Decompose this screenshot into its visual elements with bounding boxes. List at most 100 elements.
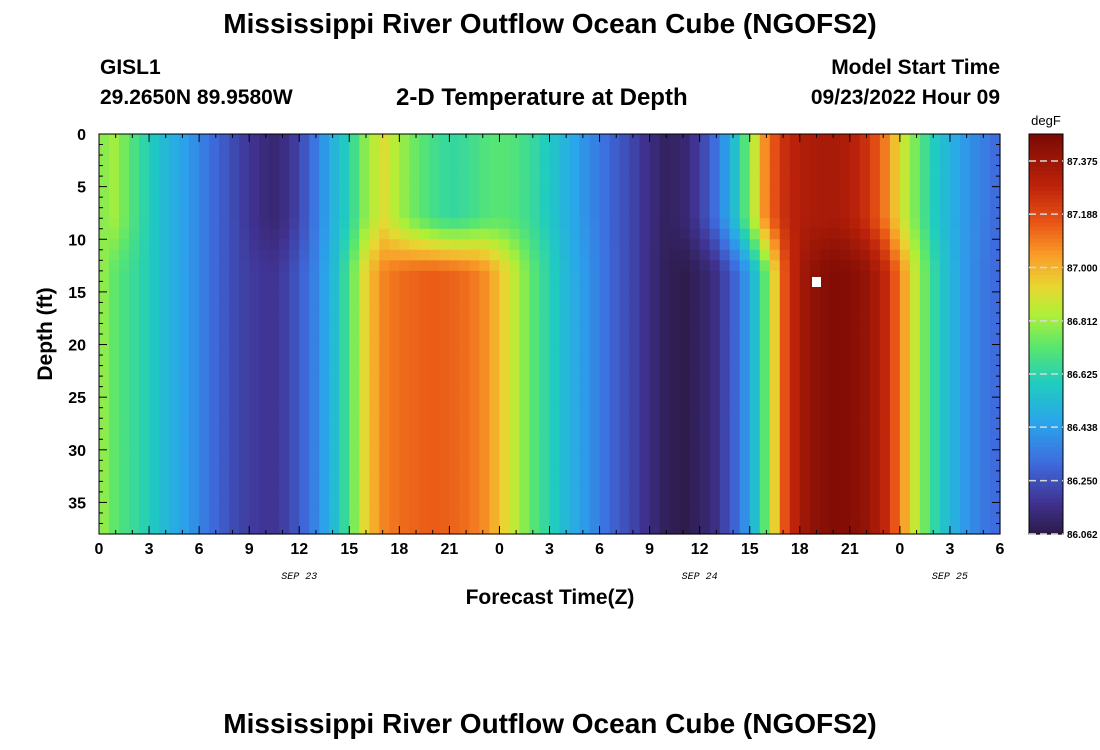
heatmap-cell (899, 165, 911, 177)
heatmap-cell (189, 470, 200, 482)
heatmap-cell (669, 228, 681, 240)
heatmap-cell (139, 491, 150, 504)
heatmap-cell (669, 134, 681, 146)
heatmap-cell (959, 460, 971, 472)
heatmap-cell (139, 176, 150, 188)
heatmap-cell (149, 418, 160, 430)
heatmap-cell (689, 270, 701, 282)
heatmap-cell (419, 302, 430, 314)
heatmap-cell (829, 407, 841, 419)
heatmap-cell (159, 176, 170, 188)
heatmap-cell (379, 407, 390, 419)
heatmap-cell (199, 239, 210, 251)
heatmap-cell (249, 155, 260, 167)
heatmap-cell (459, 449, 471, 461)
heatmap-cell (309, 386, 320, 398)
heatmap-cell (629, 270, 641, 282)
heatmap-cell (649, 523, 661, 535)
heatmap-cell (169, 376, 180, 388)
heatmap-cell (129, 207, 140, 219)
heatmap-cell (449, 449, 460, 461)
heatmap-cell (379, 176, 390, 188)
colorbar-segment (1029, 482, 1063, 487)
heatmap-cell (689, 207, 701, 219)
heatmap-cell (299, 197, 310, 209)
heatmap-cell (659, 460, 671, 472)
heatmap-cell (989, 312, 1001, 325)
heatmap-cell (409, 386, 420, 398)
heatmap-cell (849, 481, 861, 493)
heatmap-cell (549, 407, 561, 419)
heatmap-cell (789, 260, 801, 272)
heatmap-cell (369, 470, 380, 482)
heatmap-cell (319, 460, 330, 472)
heatmap-cell (949, 365, 961, 377)
heatmap-cell (409, 218, 420, 230)
colorbar-tick-label: 87.188 (1067, 210, 1098, 221)
heatmap-cell (299, 312, 310, 325)
heatmap-cell (139, 207, 150, 219)
heatmap-cell (579, 523, 591, 535)
heatmap-cell (979, 270, 991, 282)
heatmap-cell (349, 397, 360, 409)
heatmap-cell (319, 197, 330, 209)
heatmap-cell (869, 144, 881, 156)
heatmap-cell (559, 312, 571, 325)
heatmap-cell (839, 334, 851, 346)
heatmap-cell (409, 418, 420, 430)
heatmap-cell (739, 376, 751, 388)
heatmap-cell (169, 491, 180, 504)
heatmap-cell (689, 144, 701, 156)
heatmap-cell (569, 491, 581, 504)
heatmap-cell (239, 218, 250, 230)
x-tick-label: 0 (895, 541, 904, 558)
heatmap-cell (309, 260, 320, 272)
heatmap-cell (749, 197, 761, 209)
heatmap-cell (899, 376, 911, 388)
heatmap-cell (439, 134, 450, 146)
heatmap-cell (499, 186, 511, 198)
heatmap-cell (819, 386, 831, 398)
heatmap-cell (679, 260, 691, 272)
heatmap-cell (679, 439, 691, 451)
heatmap-cell (99, 344, 110, 356)
heatmap-cell (429, 312, 440, 325)
heatmap-cell (879, 176, 891, 188)
heatmap-cell (129, 334, 140, 346)
heatmap-cell (619, 302, 631, 314)
heatmap-cell (609, 228, 621, 240)
heatmap-cell (629, 323, 641, 335)
heatmap-cell (349, 502, 360, 514)
heatmap-cell (359, 228, 370, 240)
heatmap-cell (279, 355, 290, 367)
heatmap-cell (619, 449, 631, 461)
heatmap-cell (739, 323, 751, 335)
heatmap-cell (879, 218, 891, 230)
heatmap-cell (629, 386, 641, 398)
heatmap-cell (269, 449, 280, 461)
colorbar-segment (1029, 418, 1063, 423)
heatmap-cell (629, 155, 641, 167)
heatmap-cell (539, 144, 551, 156)
heatmap-cell (679, 134, 691, 146)
heatmap-cell (519, 239, 531, 251)
colorbar-segment (1029, 206, 1063, 211)
heatmap-cell (249, 344, 260, 356)
heatmap-cell (129, 302, 140, 314)
heatmap-cell (549, 281, 561, 293)
heatmap-cell (709, 176, 721, 188)
heatmap-cell (239, 512, 250, 525)
heatmap-cell (369, 460, 380, 472)
heatmap-cell (189, 491, 200, 504)
heatmap-cell (279, 407, 290, 419)
heatmap-cell (509, 218, 521, 230)
heatmap-cell (179, 197, 190, 209)
heatmap-cell (279, 386, 290, 398)
heatmap-cell (479, 355, 491, 367)
heatmap-cell (349, 449, 360, 461)
heatmap-cell (149, 155, 160, 167)
heatmap-cell (599, 449, 611, 461)
heatmap-cell (209, 512, 220, 525)
heatmap-cell (769, 365, 781, 377)
heatmap-cell (349, 376, 360, 388)
